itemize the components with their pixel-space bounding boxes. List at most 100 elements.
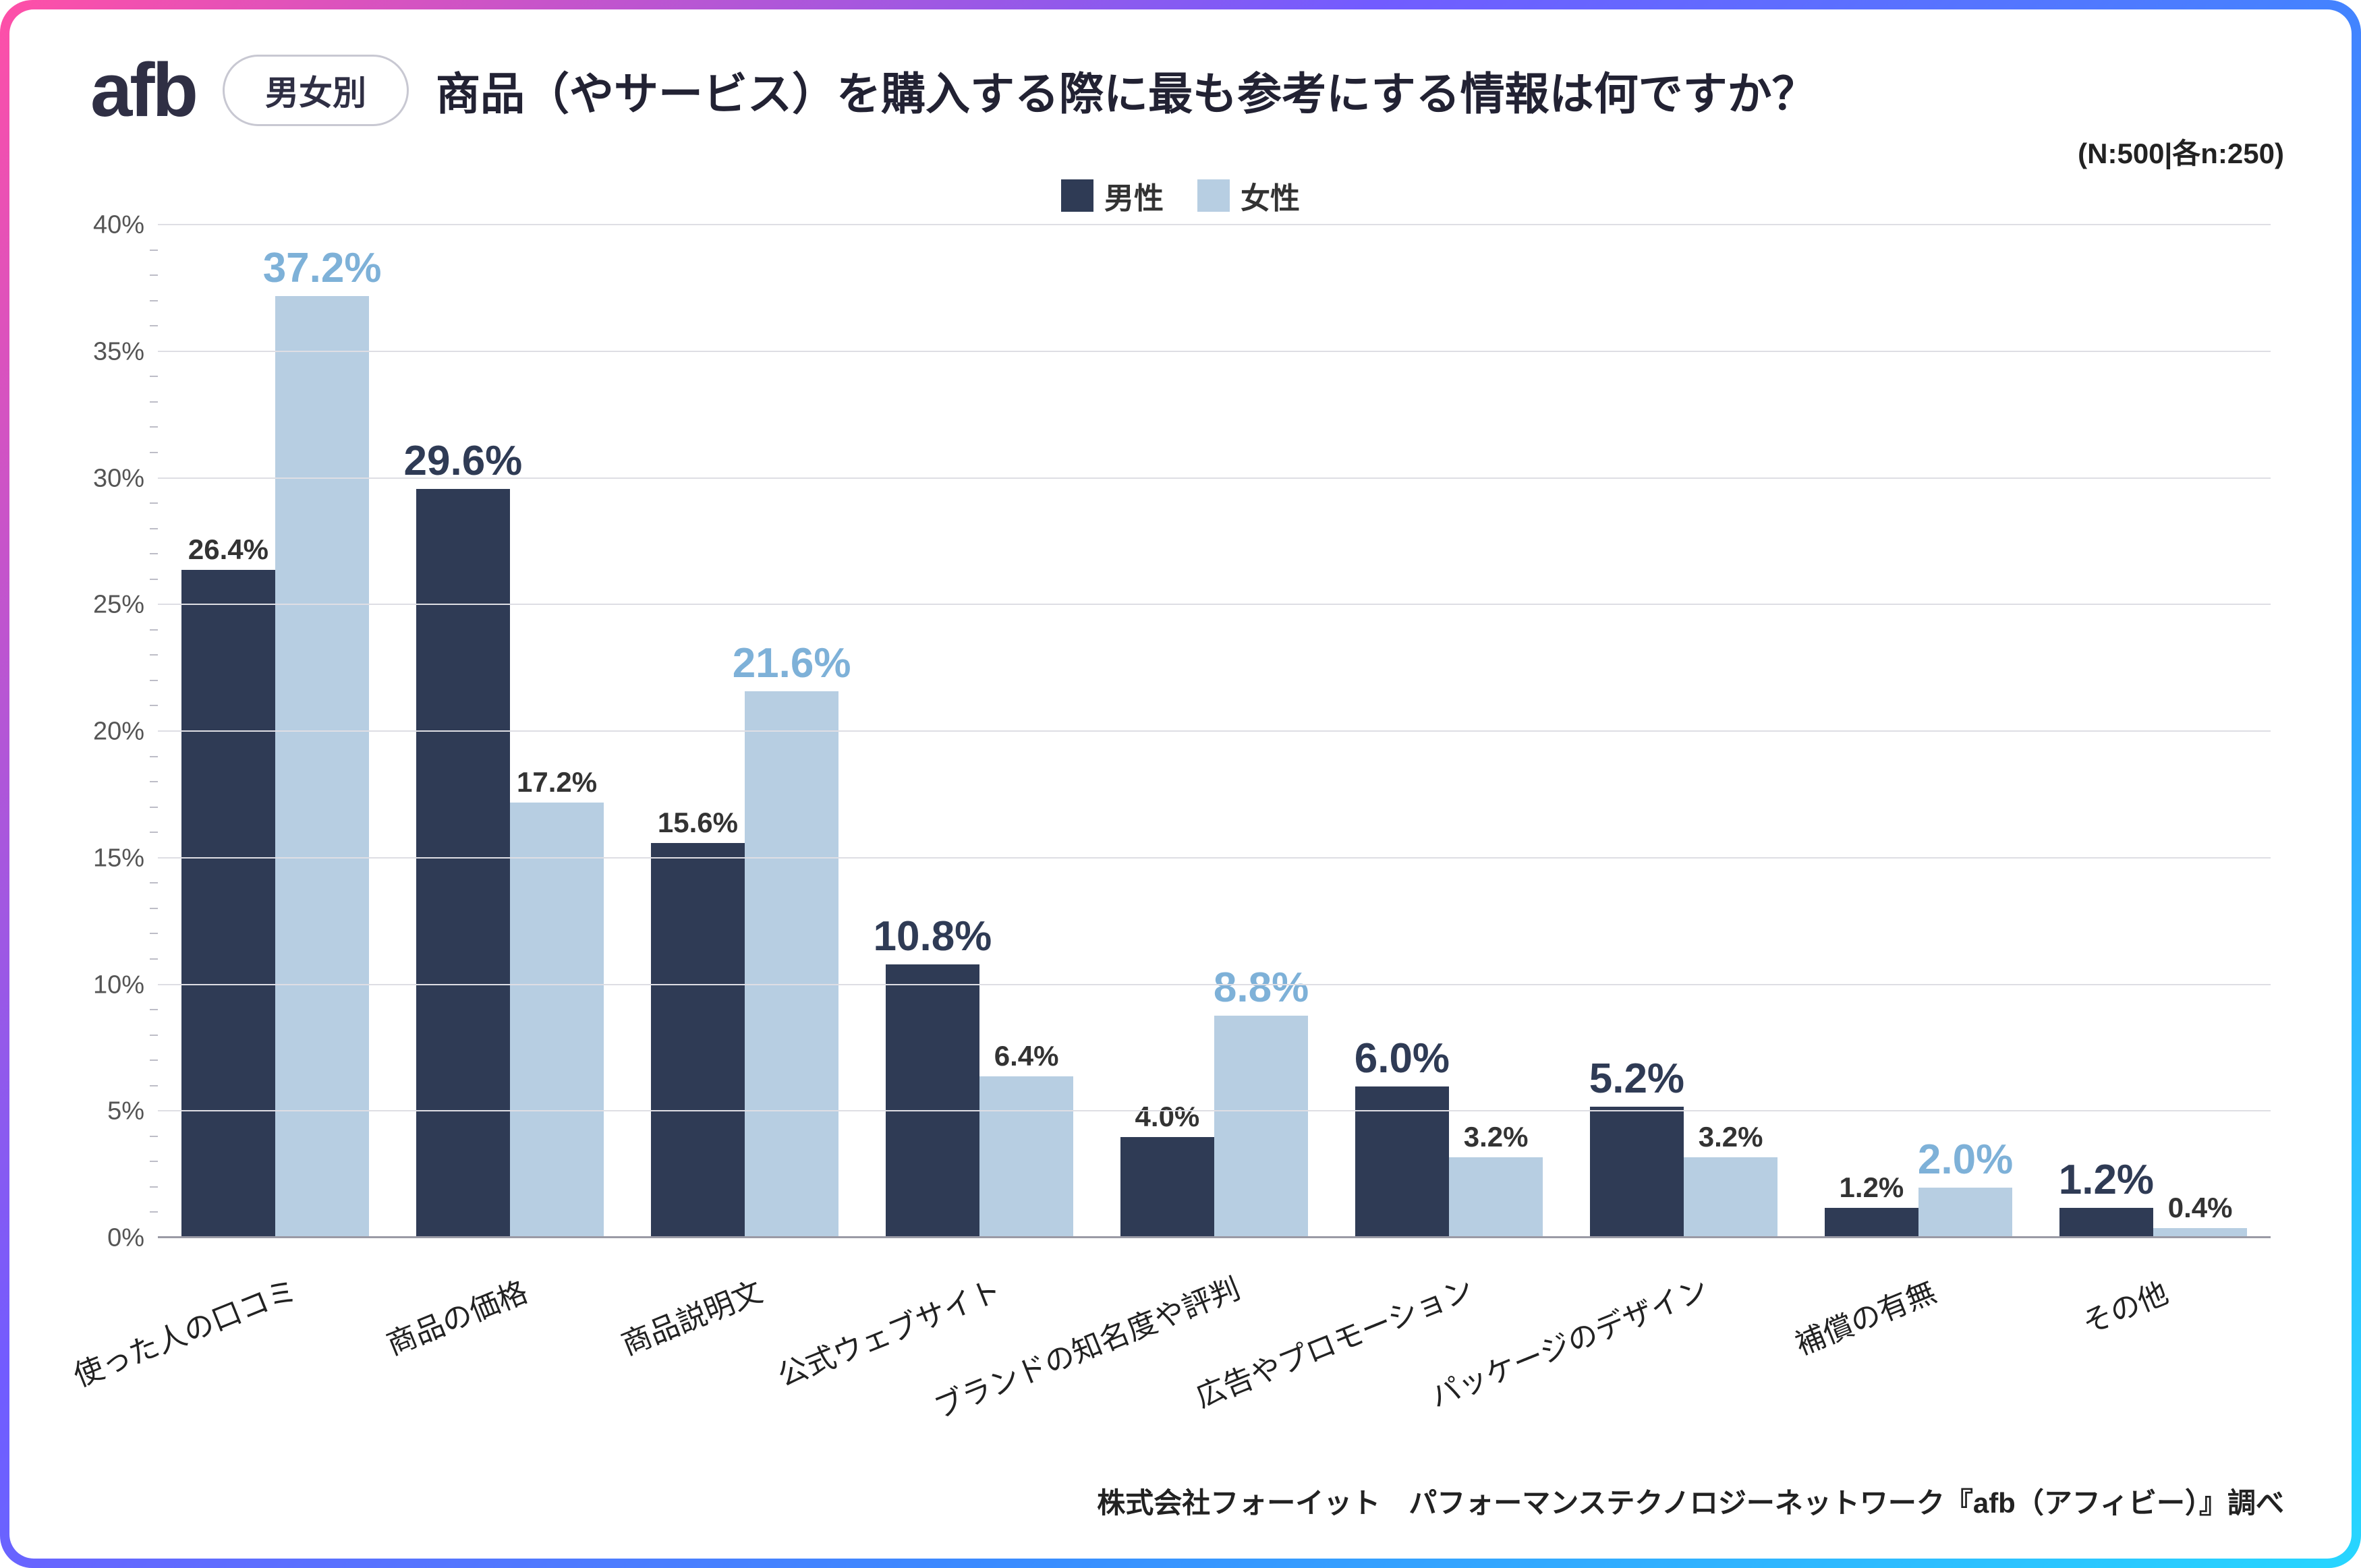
bar-male: 6.0% (1355, 1086, 1449, 1238)
legend-item-female: 女性 (1197, 174, 1300, 217)
y-minor-tick (150, 1009, 158, 1010)
x-label-slot: その他 (2036, 1271, 2271, 1513)
bar-value-label: 17.2% (517, 766, 597, 798)
chart-title: 商品（やサービス）を購入する際に最も参考にする情報は何ですか？ (436, 58, 2284, 123)
y-minor-tick (150, 958, 158, 960)
grid-line (158, 351, 2271, 352)
bar-group: 4.0%8.8% (1097, 225, 1332, 1238)
bar-value-label: 21.6% (733, 639, 851, 687)
grid-line (158, 477, 2271, 479)
bar-group: 1.2% 0.4% (2036, 225, 2271, 1238)
y-minor-tick (150, 553, 158, 554)
x-label-slot: パッケージのデザイン (1566, 1271, 1801, 1513)
bar-male: 15.6% (651, 843, 745, 1238)
y-minor-tick (150, 502, 158, 504)
bar-female: 8.8% (1214, 1016, 1308, 1238)
grid-line (158, 224, 2271, 225)
bar-value-label: 5.2% (1589, 1055, 1684, 1103)
gradient-frame: afb 男女別 商品（やサービス）を購入する際に最も参考にする情報は何ですか？ … (0, 0, 2361, 1568)
y-minor-tick (150, 274, 158, 276)
grid-line (158, 604, 2271, 605)
bar-value-label: 0.4% (2168, 1192, 2233, 1224)
y-tick-label: 5% (70, 1097, 158, 1126)
bar-value-label: 6.4% (994, 1040, 1059, 1072)
y-axis: 0%5%10%15%20%25%30%35%40% (70, 225, 158, 1238)
y-minor-tick (150, 629, 158, 631)
bar-groups: 26.4%37.2%29.6%17.2%15.6%21.6%10.8%6.4%4… (158, 225, 2271, 1238)
x-category-label: 商品の価格 (379, 1268, 533, 1364)
bar-male: 29.6% (416, 489, 510, 1238)
bar-value-label: 1.2% (2059, 1156, 2154, 1204)
bar-male: 10.8% (886, 964, 979, 1238)
y-minor-tick (150, 832, 158, 833)
y-minor-tick (150, 452, 158, 453)
x-label-slot: 補償の有無 (1801, 1271, 2036, 1513)
y-minor-tick (150, 1211, 158, 1213)
bar-value-label: 4.0% (1135, 1101, 1200, 1133)
y-minor-tick (150, 1085, 158, 1086)
y-minor-tick (150, 781, 158, 782)
legend-label: 男性 (1104, 174, 1164, 217)
bar-value-label: 3.2% (1464, 1121, 1529, 1153)
chart-card: afb 男女別 商品（やサービス）を購入する際に最も参考にする情報は何ですか？ … (9, 9, 2352, 1559)
bar-female: 3.2% (1684, 1157, 1777, 1238)
y-tick-label: 15% (70, 844, 158, 873)
bar-value-label: 10.8% (874, 912, 992, 960)
legend-swatch (1197, 179, 1230, 212)
bar-group: 15.6% 21.6% (627, 225, 862, 1238)
bar-male: 4.0% (1120, 1137, 1214, 1238)
bar-group: 6.0%3.2% (1332, 225, 1566, 1238)
bar-value-label: 8.8% (1214, 964, 1309, 1012)
plot-area: 26.4%37.2%29.6%17.2%15.6%21.6%10.8%6.4%4… (158, 225, 2271, 1238)
x-axis: 使った人の口コミ商品の価格商品説明文公式ウェブサイトブランドの知名度や評判広告や… (158, 1271, 2271, 1513)
y-minor-tick (150, 325, 158, 326)
bar-value-label: 37.2% (263, 244, 382, 292)
x-category-label: 商品説明文 (614, 1268, 768, 1364)
y-minor-tick (150, 579, 158, 580)
y-minor-tick (150, 300, 158, 301)
bar-female: 37.2% (275, 296, 369, 1238)
bar-value-label: 1.2% (1840, 1171, 1904, 1204)
x-label-slot: 使った人の口コミ (158, 1271, 393, 1513)
legend-item-male: 男性 (1061, 174, 1164, 217)
grid-line (158, 1110, 2271, 1111)
y-tick-label: 25% (70, 591, 158, 620)
y-minor-tick (150, 680, 158, 681)
y-minor-tick (150, 426, 158, 428)
x-category-label: その他 (2075, 1269, 2173, 1343)
bar-female: 3.2% (1449, 1157, 1543, 1238)
y-minor-tick (150, 528, 158, 529)
attribution-text: 株式会社フォーイット パフォーマンステクノロジーネットワーク『afb（アフィビー… (1097, 1480, 2284, 1521)
grid-line (158, 857, 2271, 859)
y-minor-tick (150, 933, 158, 934)
y-minor-tick (150, 882, 158, 883)
bar-female: 17.2% (510, 803, 604, 1238)
y-minor-tick (150, 705, 158, 706)
bar-value-label: 26.4% (188, 533, 268, 566)
y-minor-tick (150, 1136, 158, 1137)
legend: 男性女性 (9, 174, 2352, 217)
header: afb 男女別 商品（やサービス）を購入する際に最も参考にする情報は何ですか？ (9, 9, 2352, 140)
bar-group: 26.4%37.2% (158, 225, 393, 1238)
bar-value-label: 3.2% (1699, 1121, 1763, 1153)
x-label-slot: 商品説明文 (627, 1271, 862, 1513)
bar-female: 6.4% (979, 1076, 1073, 1238)
x-category-label: 使った人の口コミ (66, 1266, 302, 1395)
y-minor-tick (150, 1186, 158, 1188)
y-minor-tick (150, 250, 158, 251)
y-tick-label: 35% (70, 337, 158, 366)
bar-group: 10.8%6.4% (862, 225, 1097, 1238)
bar-male: 1.2% (1825, 1208, 1918, 1238)
sample-size: (N:500|各n:250) (2078, 131, 2284, 172)
y-tick-label: 40% (70, 211, 158, 240)
x-label-slot: 商品の価格 (393, 1271, 627, 1513)
bar-value-label: 15.6% (658, 807, 738, 839)
y-minor-tick (150, 1161, 158, 1162)
bar-group: 1.2%2.0% (1801, 225, 2036, 1238)
y-minor-tick (150, 1059, 158, 1061)
legend-swatch (1061, 179, 1093, 212)
y-tick-label: 20% (70, 718, 158, 747)
grid-line (158, 1236, 2271, 1238)
bar-male: 26.4% (181, 570, 275, 1238)
grid-line (158, 984, 2271, 985)
